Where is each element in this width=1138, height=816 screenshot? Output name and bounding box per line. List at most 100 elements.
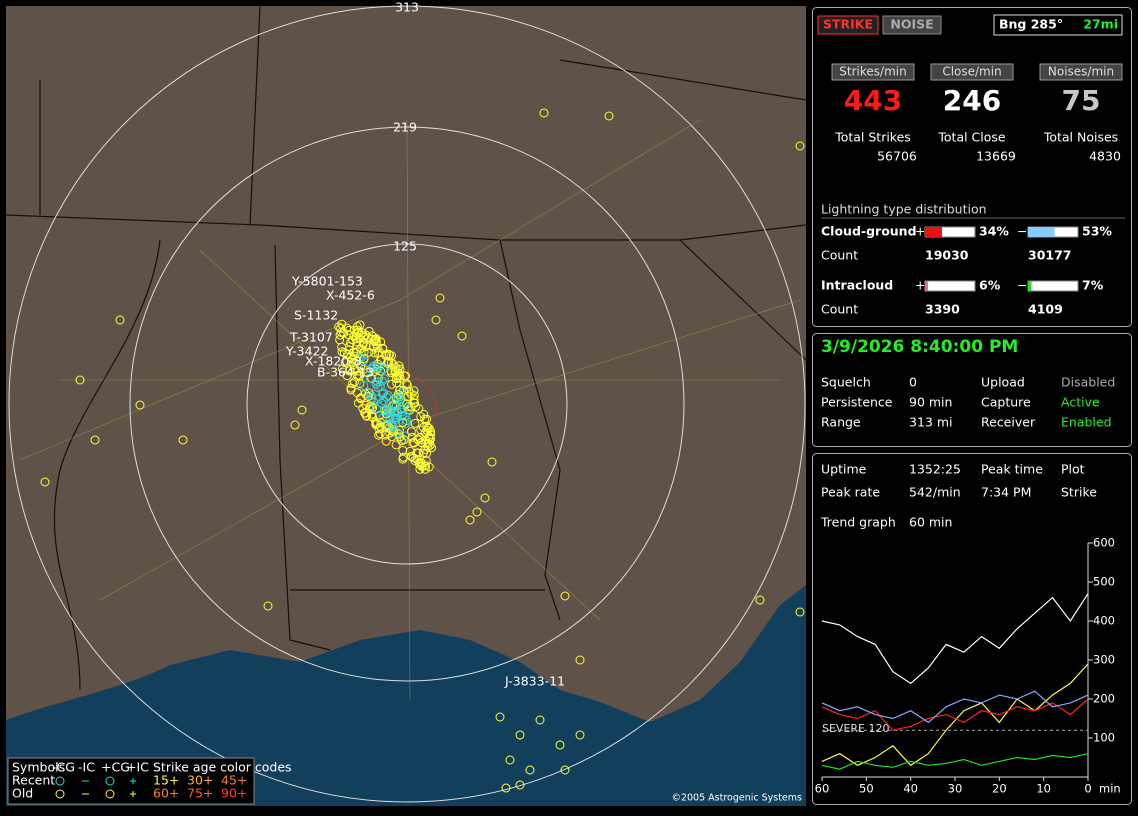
bar-track [924, 280, 976, 292]
strike-symbol [515, 730, 525, 740]
setting-label: Receiver [981, 415, 1036, 430]
strike-symbol [480, 493, 490, 503]
setting-label: Range [821, 415, 861, 430]
strike-symbol [337, 347, 347, 357]
storm-label: X-452-6 [326, 288, 375, 303]
count-label: Count [821, 302, 858, 317]
x-tick-label: 40 [903, 782, 918, 796]
legend: Symbols -CG -IC +CG +IC Strike age color… [7, 757, 292, 805]
setting-value: Active [1061, 395, 1100, 410]
strike-symbol [358, 328, 368, 338]
bar [925, 227, 942, 237]
bar [925, 281, 928, 291]
strike-symbol [380, 430, 390, 440]
stat: 1352:25 [909, 462, 961, 477]
legend-row: Old [12, 786, 33, 801]
x-tick-label: 60 [815, 782, 830, 796]
strike-symbol [352, 388, 362, 398]
strike-symbol [400, 411, 410, 421]
strike-symbol [335, 335, 345, 345]
strike-symbol [515, 780, 525, 790]
total-value: 4830 [1089, 149, 1121, 164]
distribution-title: Lightning type distribution [821, 202, 987, 217]
y-tick-label: 400 [1093, 614, 1115, 628]
setting-label: Squelch [821, 375, 871, 390]
strike-symbol [413, 448, 423, 458]
bar [1028, 227, 1055, 237]
strike-symbol [391, 414, 401, 424]
strike-symbol [383, 391, 393, 401]
storm-label: B-364-13 [317, 365, 374, 380]
strike-symbol [416, 458, 426, 468]
strike-symbol [347, 354, 357, 364]
count: 3390 [925, 302, 960, 317]
storm-label: Y-5801-153 [291, 274, 363, 289]
age-label: 45+ [221, 773, 247, 788]
strike-symbol [399, 371, 409, 381]
strike-symbol [90, 435, 100, 445]
strike-symbols [40, 108, 805, 793]
x-tick-label: 0 [1084, 782, 1091, 796]
strike-symbol [359, 381, 369, 391]
storm-label: S-1132 [294, 308, 338, 323]
rate-label: Strikes/min [839, 65, 906, 79]
age-label: 60+ [153, 786, 179, 801]
strike-symbol [364, 347, 374, 357]
setting-value: 90 min [909, 395, 952, 410]
total-label: Total Noises [1043, 130, 1118, 145]
age-label: 75+ [187, 786, 213, 801]
legend-type: -CG [52, 760, 75, 775]
strike-symbol [346, 385, 356, 395]
x-unit: min [1099, 782, 1121, 796]
strike-symbol [383, 404, 393, 414]
strike-symbol [378, 388, 388, 398]
range-rings [8, 5, 806, 803]
count: 19030 [925, 248, 969, 263]
strike-symbol [334, 322, 344, 332]
storm-label: T-3107 [289, 330, 333, 345]
strike-symbol [604, 111, 614, 121]
strike-symbol [367, 335, 377, 345]
strike-button-label[interactable]: STRIKE [823, 17, 873, 32]
total-value: 56706 [877, 149, 917, 164]
strike-symbol [398, 445, 408, 455]
strike-symbol [355, 320, 365, 330]
sign: − [1017, 278, 1027, 293]
strike-symbol [377, 376, 387, 386]
strike-symbol [472, 507, 482, 517]
strike-symbol [406, 427, 416, 437]
strike-symbol [420, 464, 430, 474]
strike-symbol [409, 386, 419, 396]
stat: Plot [1061, 462, 1085, 477]
strike-symbol [372, 418, 382, 428]
type-name: Cloud-ground [821, 224, 917, 239]
strike-symbol [263, 601, 273, 611]
noise-button-label[interactable]: NOISE [890, 17, 933, 32]
age-label: 30+ [187, 773, 213, 788]
noise-button[interactable] [882, 15, 942, 35]
strike-symbol [795, 607, 805, 617]
strike-symbol [424, 432, 434, 442]
stat: 7:34 PM [981, 485, 1031, 500]
ring-label: 125 [393, 239, 417, 254]
stat: Strike [1061, 485, 1097, 500]
x-tick-label: 10 [1036, 782, 1051, 796]
strike-button[interactable] [817, 15, 879, 35]
legend-symbols [55, 776, 136, 799]
strike-symbol [388, 427, 398, 437]
strike-symbol [387, 420, 397, 430]
strike-symbol [418, 422, 428, 432]
total-value: 13669 [976, 149, 1016, 164]
strike-symbol [407, 432, 417, 442]
strike-symbol [376, 366, 386, 376]
rate-label: Noises/min [1048, 65, 1114, 79]
age-label: 90+ [221, 786, 247, 801]
stat: Peak rate [821, 485, 880, 500]
strike-symbol [383, 357, 393, 367]
strike-symbol [350, 377, 360, 387]
storm-label: J-3833-11 [504, 674, 565, 689]
strike-symbol [381, 436, 391, 446]
datetime: 3/9/2026 8:40:00 PM [821, 337, 1018, 357]
strike-symbol [525, 765, 535, 775]
